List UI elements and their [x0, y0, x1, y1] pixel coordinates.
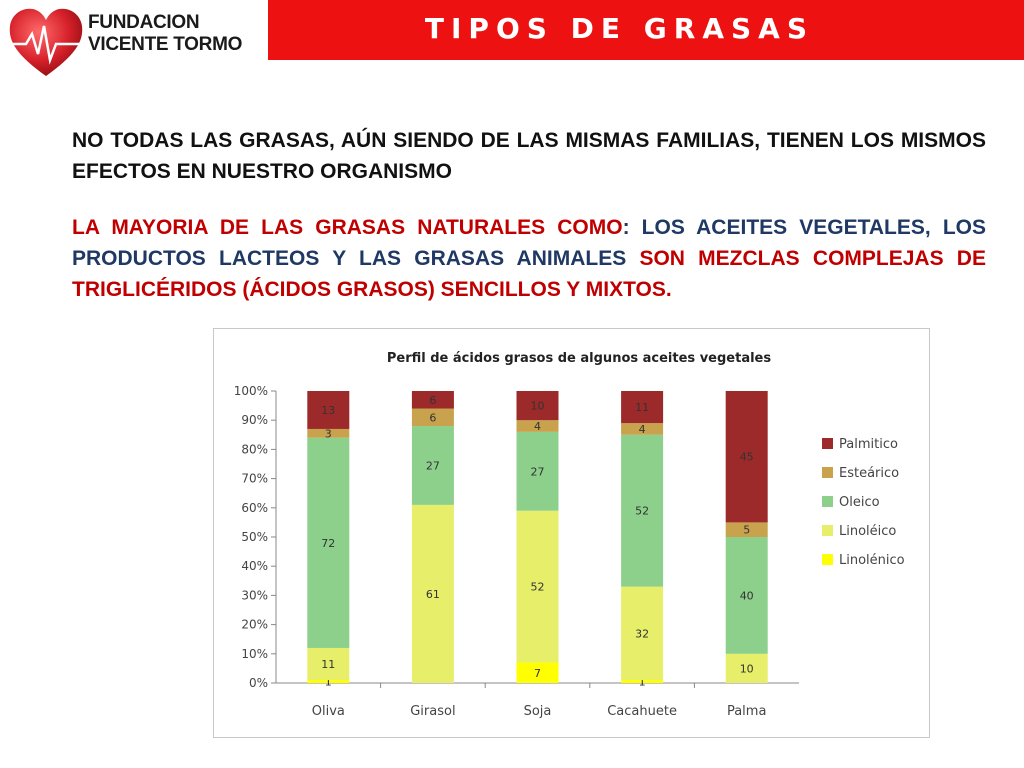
data-label: 4 — [639, 423, 646, 436]
legend-label: Esteárico — [839, 466, 899, 481]
legend-swatch — [822, 525, 833, 536]
bar-segment — [307, 647, 350, 681]
data-label: 27 — [531, 465, 545, 478]
legend-label: Linolénico — [839, 553, 905, 568]
data-label: 6 — [429, 411, 436, 424]
data-label: 5 — [743, 524, 750, 537]
bar-segment — [516, 420, 559, 432]
y-tick-label: 80% — [241, 442, 268, 456]
data-label: 52 — [635, 505, 649, 518]
bar-segment — [725, 653, 768, 683]
data-label: 1 — [325, 676, 332, 689]
x-tick-label: Girasol — [410, 704, 455, 719]
data-label: 40 — [740, 589, 754, 602]
legend-swatch — [822, 554, 833, 565]
x-tick-label: Oliva — [312, 704, 345, 719]
x-tick-label: Palma — [727, 704, 766, 719]
bar-segment — [725, 522, 768, 537]
data-label: 3 — [325, 427, 332, 440]
bar-segment — [621, 423, 664, 435]
brand-line-2: VICENTE TORMO — [88, 34, 243, 55]
bar-segment — [621, 680, 664, 683]
bar-segment — [411, 504, 454, 683]
data-label: 11 — [321, 658, 335, 671]
bar-segment — [725, 537, 768, 654]
y-tick-label: 70% — [241, 472, 268, 486]
y-tick-label: 90% — [241, 413, 268, 427]
stacked-bar-chart: Perfil de ácidos grasos de algunos aceit… — [234, 351, 905, 719]
bar-segment — [411, 391, 454, 409]
bar-segment — [411, 408, 454, 427]
legend-swatch — [822, 438, 833, 449]
bar-segment — [516, 391, 559, 421]
data-label: 13 — [321, 404, 335, 417]
x-tick-label: Cacahuete — [607, 704, 677, 719]
data-label: 7 — [534, 667, 541, 680]
y-tick-label: 50% — [241, 530, 268, 544]
paragraph-2: LA MAYORIA DE LAS GRASAS NATURALES COMO:… — [72, 212, 986, 305]
bar-segment — [725, 391, 768, 523]
bar-segment — [516, 662, 559, 683]
data-label: 11 — [635, 401, 649, 414]
paragraph-2-segment-1: LA MAYORIA DE LAS GRASAS NATURALES COMO — [72, 216, 623, 239]
bar-segment — [516, 431, 559, 511]
chart-title: Perfil de ácidos grasos de algunos aceit… — [387, 351, 771, 366]
data-label: 4 — [534, 420, 541, 433]
heart-logo-icon — [9, 8, 83, 76]
brand-line-1: FUNDACION — [88, 12, 200, 33]
title-banner: TIPOS DE GRASAS — [268, 0, 1024, 60]
data-label: 1 — [639, 676, 646, 689]
x-tick-label: Soja — [524, 704, 552, 719]
bar-segment — [621, 391, 664, 424]
y-tick-label: 40% — [241, 559, 268, 573]
bar-segment — [307, 680, 350, 683]
paragraph-2-segment-3: SON MEZCLAS COMPLEJAS DE TRIGLICÉRIDOS (… — [72, 247, 986, 301]
bar-segment — [621, 586, 664, 681]
y-tick-label: 0% — [249, 676, 268, 690]
data-label: 32 — [635, 627, 649, 640]
chart-frame: Perfil de ácidos grasos de algunos aceit… — [213, 328, 930, 738]
data-label: 61 — [426, 588, 440, 601]
data-label: 27 — [426, 459, 440, 472]
legend-label: Linoléico — [839, 524, 896, 539]
logo: FUNDACION VICENTE TORMO — [6, 4, 266, 80]
paragraph-2-segment-2: : LOS ACEITES VEGETALES, LOS PRODUCTOS L… — [72, 216, 986, 270]
legend-swatch — [822, 467, 833, 478]
y-tick-label: 100% — [234, 384, 268, 398]
paragraph-1: NO TODAS LAS GRASAS, AÚN SIENDO DE LAS M… — [72, 129, 986, 183]
bar-segment — [307, 437, 350, 648]
data-label: 10 — [740, 662, 754, 675]
y-tick-label: 10% — [241, 647, 268, 661]
bar-segment — [307, 428, 350, 438]
legend-swatch — [822, 496, 833, 507]
bar-segment — [516, 510, 559, 663]
data-label: 45 — [740, 451, 754, 464]
bar-segment — [411, 426, 454, 505]
bar-segment — [621, 434, 664, 587]
y-tick-label: 30% — [241, 588, 268, 602]
data-label: 10 — [531, 400, 545, 413]
y-tick-label: 20% — [241, 618, 268, 632]
legend-label: Oleico — [839, 495, 880, 510]
y-tick-label: 60% — [241, 501, 268, 515]
legend-label: Palmitico — [839, 437, 898, 452]
data-label: 6 — [429, 394, 436, 407]
data-label: 72 — [321, 537, 335, 550]
data-label: 52 — [531, 581, 545, 594]
page-title: TIPOS DE GRASAS — [424, 12, 814, 45]
bar-segment — [307, 391, 350, 429]
